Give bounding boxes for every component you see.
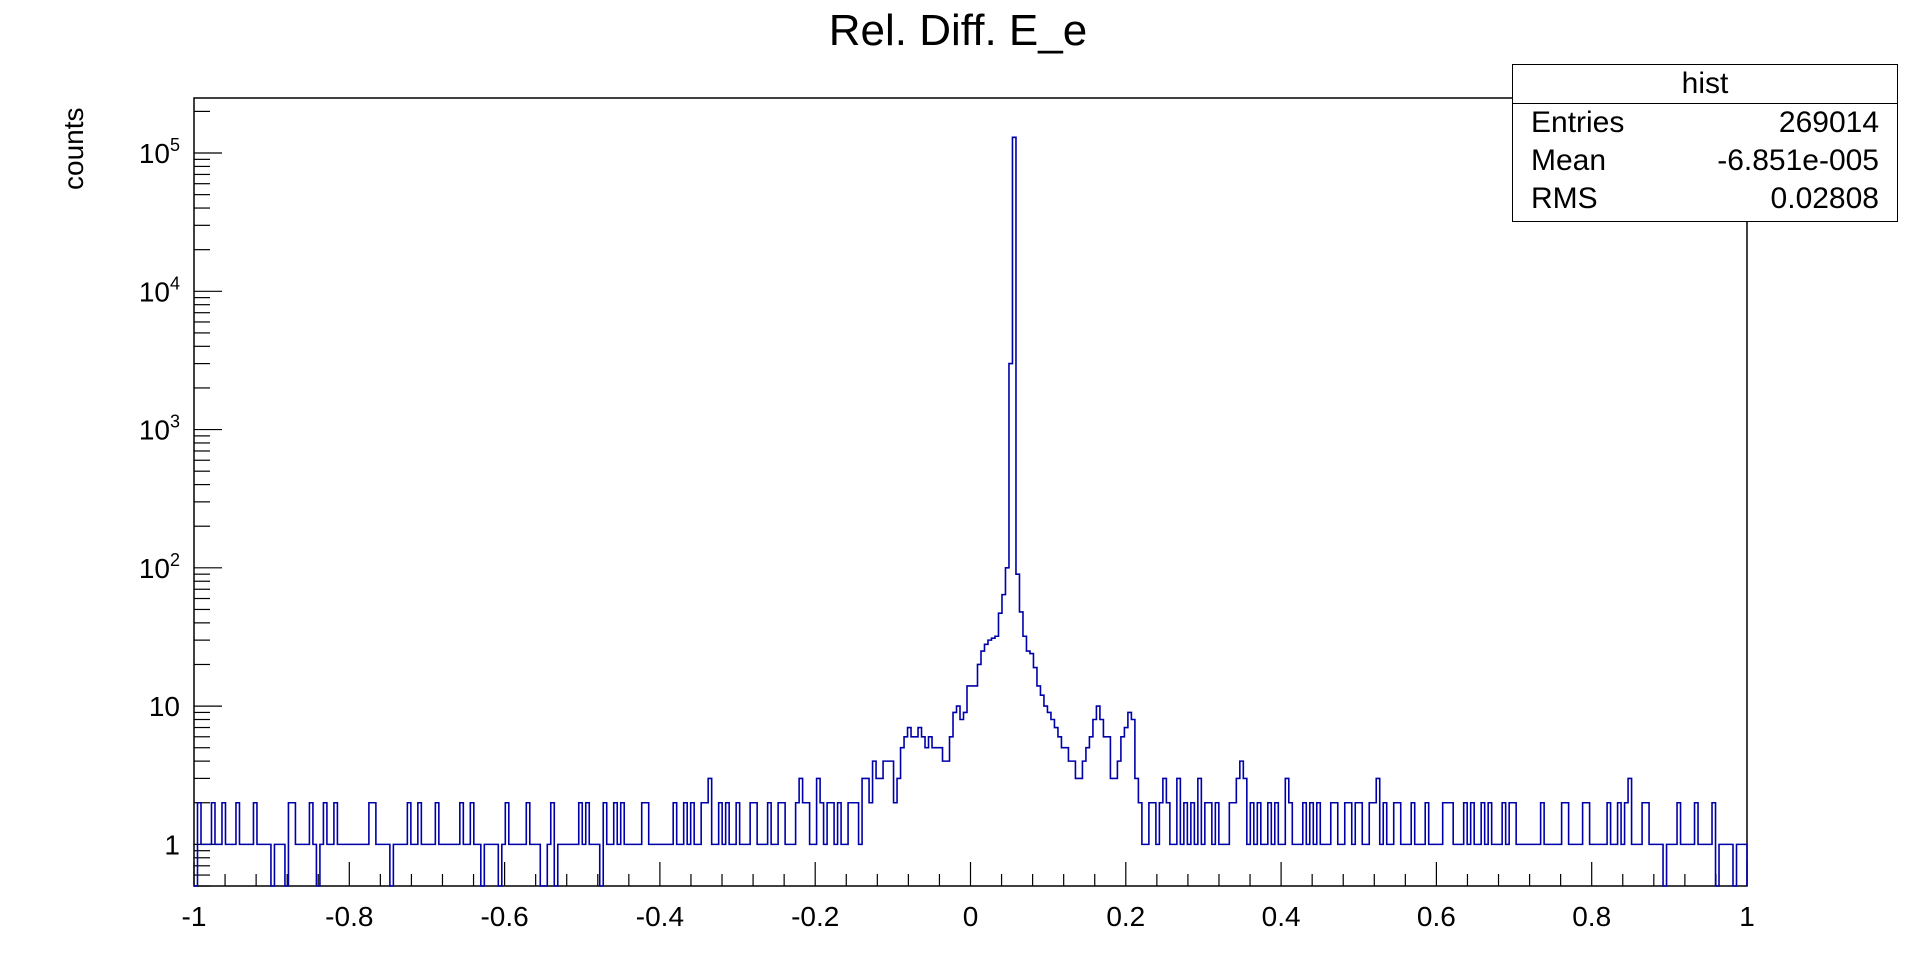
x-tick-label: 1 bbox=[1739, 901, 1755, 932]
x-axis: -1 -0.8 -0.6 -0.4 -0.2 0 0.2 0.4 0.6 0.8 1 bbox=[182, 862, 1755, 932]
x-tick-label: -0.2 bbox=[791, 901, 839, 932]
chart-title: Rel. Diff. E_e bbox=[828, 6, 1088, 55]
x-tick-label: 0.8 bbox=[1572, 901, 1611, 932]
stats-row-mean: Mean -6.851e-005 bbox=[1513, 142, 1897, 180]
y-tick-label: 10 bbox=[149, 691, 180, 722]
stats-label: Mean bbox=[1531, 144, 1607, 177]
stats-value: -6.851e-005 bbox=[1717, 144, 1879, 177]
x-tick-label: -1 bbox=[182, 901, 207, 932]
x-tick-label: -0.6 bbox=[480, 901, 528, 932]
y-tick-label: 1 bbox=[164, 829, 180, 860]
stats-label: Entries bbox=[1531, 106, 1625, 139]
x-tick-label: 0.6 bbox=[1417, 901, 1456, 932]
x-tick-label: -0.4 bbox=[636, 901, 684, 932]
stats-row-rms: RMS 0.02808 bbox=[1513, 180, 1897, 218]
y-tick-label: 104 bbox=[139, 273, 180, 307]
stats-row-entries: Entries 269014 bbox=[1513, 104, 1897, 142]
x-tick-label: 0 bbox=[963, 901, 979, 932]
x-tick-label: -0.8 bbox=[325, 901, 373, 932]
histogram-line bbox=[194, 136, 1748, 887]
stats-value: 0.02808 bbox=[1770, 182, 1879, 215]
x-tick-label: 0.4 bbox=[1262, 901, 1301, 932]
y-tick-label: 103 bbox=[139, 412, 180, 446]
y-tick-label: 105 bbox=[139, 135, 180, 169]
stats-box-title: hist bbox=[1513, 65, 1897, 104]
stats-value: 269014 bbox=[1778, 106, 1879, 139]
stats-label: RMS bbox=[1531, 182, 1598, 215]
stats-box: hist Entries 269014 Mean -6.851e-005 RMS… bbox=[1512, 64, 1898, 222]
x-tick-label: 0.2 bbox=[1106, 901, 1145, 932]
y-tick-label: 102 bbox=[139, 550, 180, 584]
y-axis: 1 10 102 103 104 105 bbox=[139, 110, 222, 887]
